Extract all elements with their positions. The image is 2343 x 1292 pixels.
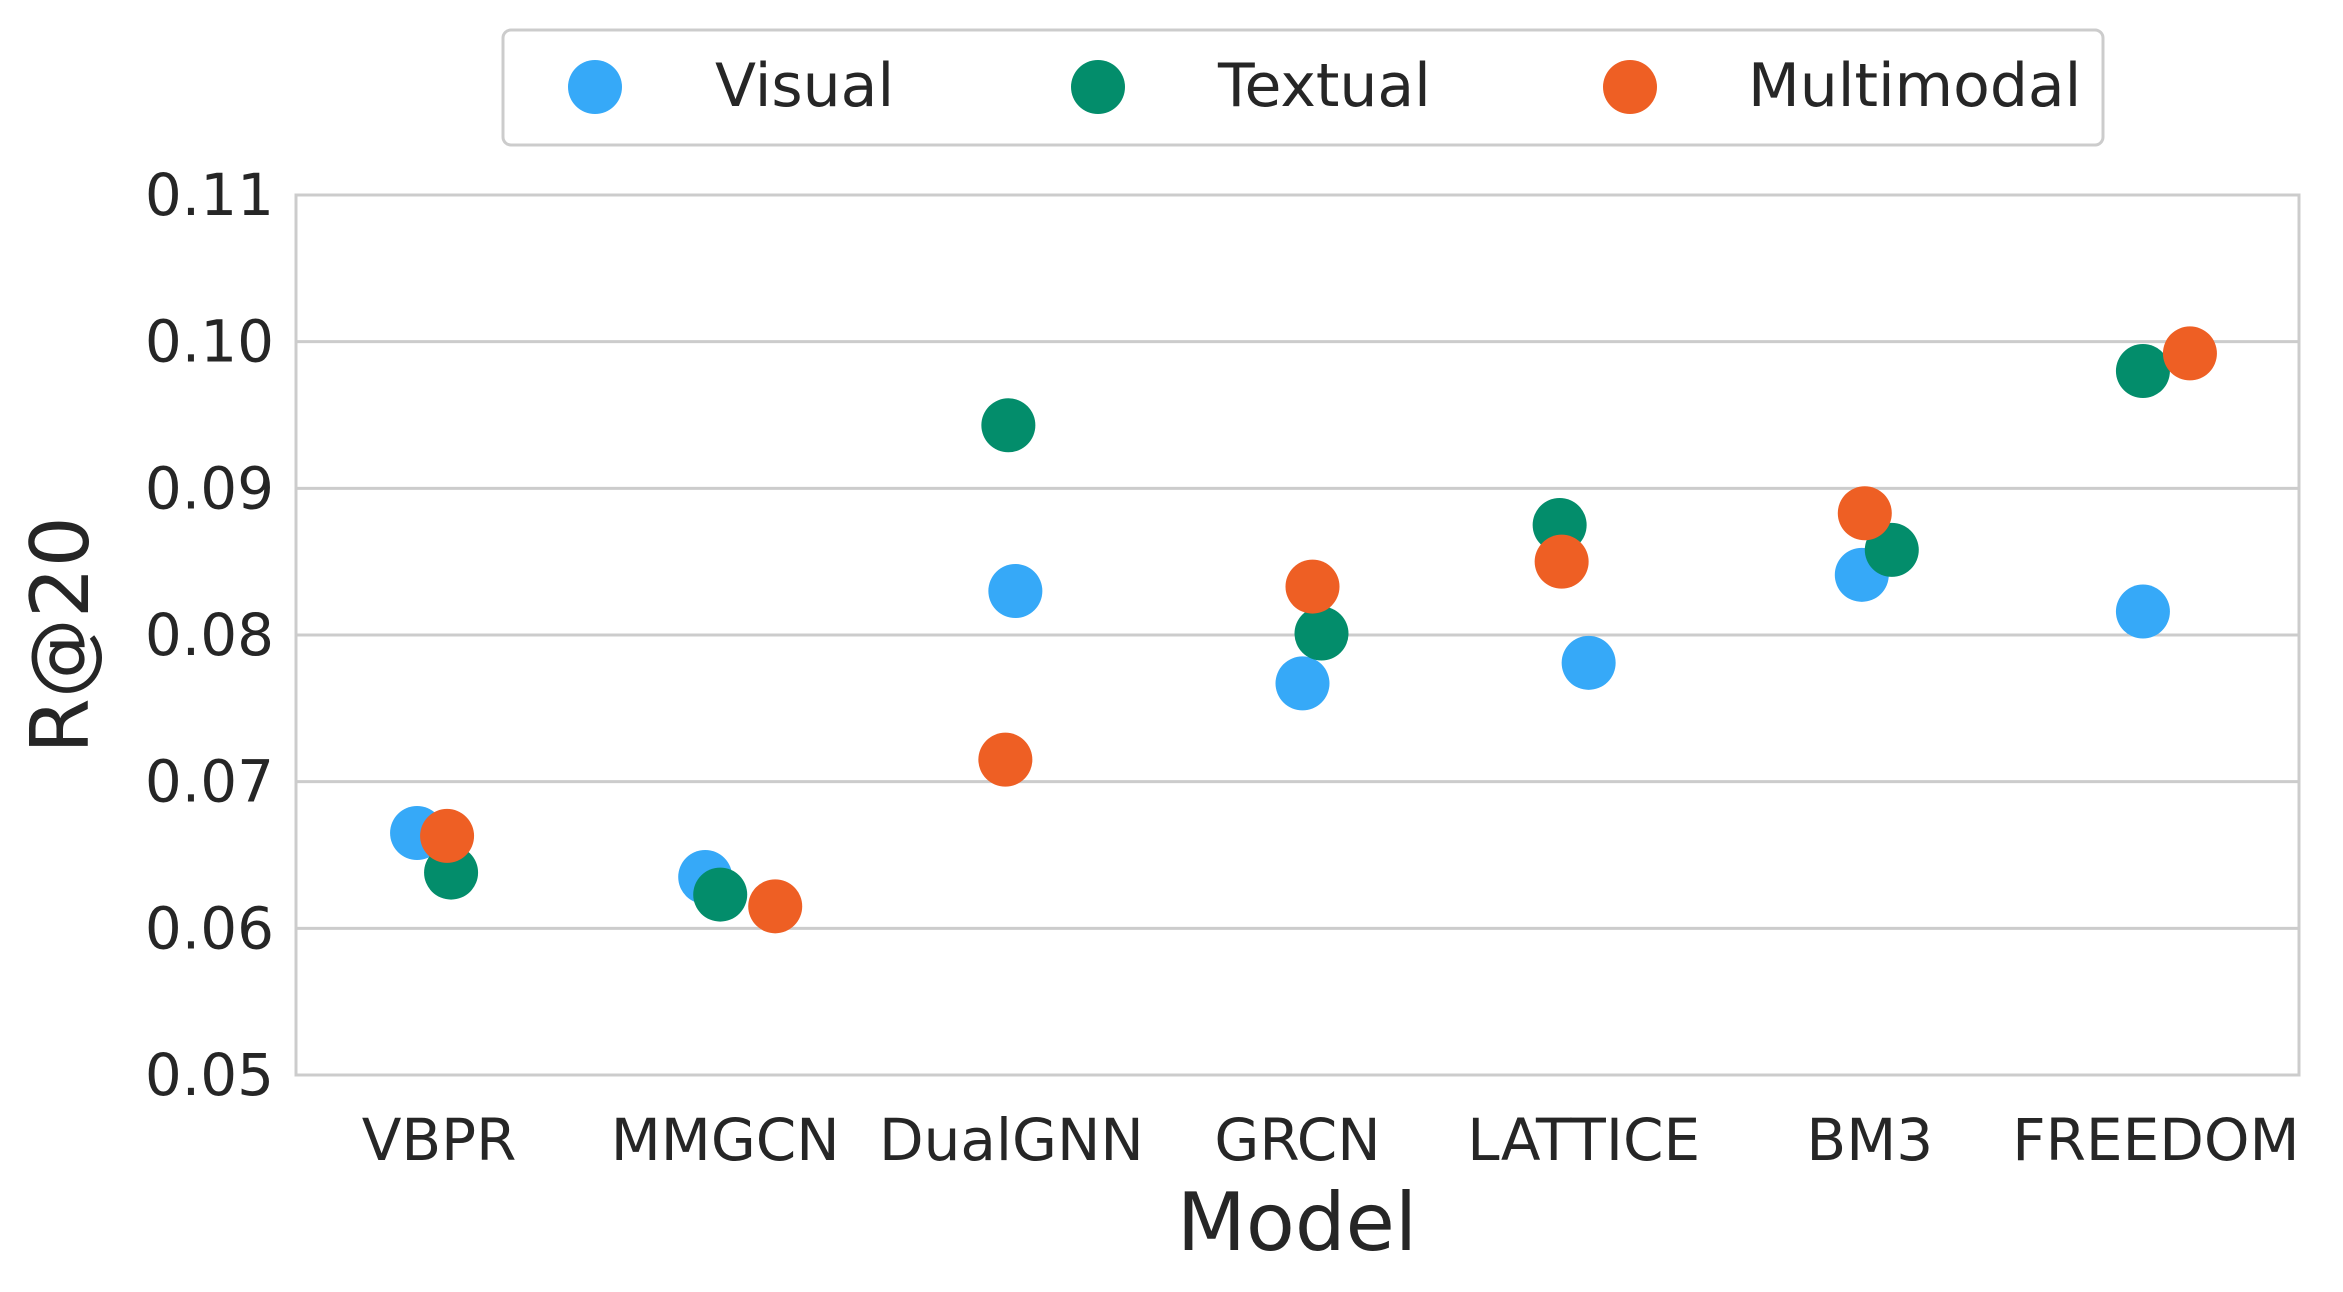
point-multimodal-vbpr bbox=[420, 808, 475, 863]
point-multimodal-lattice bbox=[1534, 534, 1589, 589]
x-tick-label: GRCN bbox=[1214, 1106, 1380, 1174]
point-multimodal-freedom bbox=[2162, 326, 2217, 381]
x-tick-label: FREEDOM bbox=[2012, 1106, 2299, 1174]
x-tick-labels: VBPR MMGCN DualGNN GRCN LATTICE BM3 FREEDOM bbox=[362, 1106, 2300, 1174]
y-tick-label: 0.10 bbox=[145, 308, 274, 376]
y-tick-label: 0.11 bbox=[145, 161, 274, 229]
point-multimodal-bm3 bbox=[1837, 486, 1892, 541]
data-points bbox=[390, 326, 2217, 934]
legend-marker-visual bbox=[568, 60, 622, 114]
legend-label-textual: Textual bbox=[1217, 51, 1431, 121]
legend-label-visual: Visual bbox=[715, 51, 894, 121]
point-textual-grcn bbox=[1294, 606, 1349, 661]
x-tick-label: VBPR bbox=[362, 1106, 517, 1174]
point-textual-dualgnn bbox=[981, 398, 1036, 453]
y-tick-label: 0.07 bbox=[145, 748, 274, 816]
y-axis-title: R@20 bbox=[14, 516, 107, 753]
y-tick-label: 0.05 bbox=[145, 1041, 274, 1109]
x-tick-label: LATTICE bbox=[1467, 1106, 1700, 1174]
x-tick-label: MMGCN bbox=[611, 1106, 840, 1174]
legend-label-multimodal: Multimodal bbox=[1748, 51, 2081, 121]
point-multimodal-grcn bbox=[1285, 559, 1340, 614]
x-tick-label: DualGNN bbox=[879, 1106, 1144, 1174]
x-tick-label: BM3 bbox=[1806, 1106, 1933, 1174]
y-tick-label: 0.09 bbox=[145, 454, 274, 522]
legend-frame bbox=[501, 28, 2105, 147]
point-textual-freedom bbox=[2115, 344, 2170, 398]
x-axis-title: Model bbox=[1177, 1176, 1417, 1269]
y-tick-label: 0.06 bbox=[145, 894, 274, 962]
point-multimodal-dualgnn bbox=[978, 732, 1033, 787]
point-multimodal-mmgcn bbox=[748, 879, 803, 934]
plot-frame bbox=[294, 193, 2301, 1077]
point-textual-mmgcn bbox=[693, 867, 748, 922]
legend-marker-multimodal bbox=[1603, 60, 1657, 114]
point-visual-freedom bbox=[2115, 584, 2170, 639]
y-tick-label: 0.08 bbox=[145, 601, 274, 669]
legend: Visual Textual Multimodal bbox=[501, 28, 2105, 147]
point-visual-lattice bbox=[1561, 635, 1616, 690]
y-tick-labels: 0.05 0.06 0.07 0.08 0.09 0.10 0.11 bbox=[145, 161, 274, 1109]
point-visual-grcn bbox=[1275, 656, 1330, 711]
point-visual-dualgnn bbox=[988, 564, 1043, 618]
legend-marker-textual bbox=[1071, 60, 1125, 114]
